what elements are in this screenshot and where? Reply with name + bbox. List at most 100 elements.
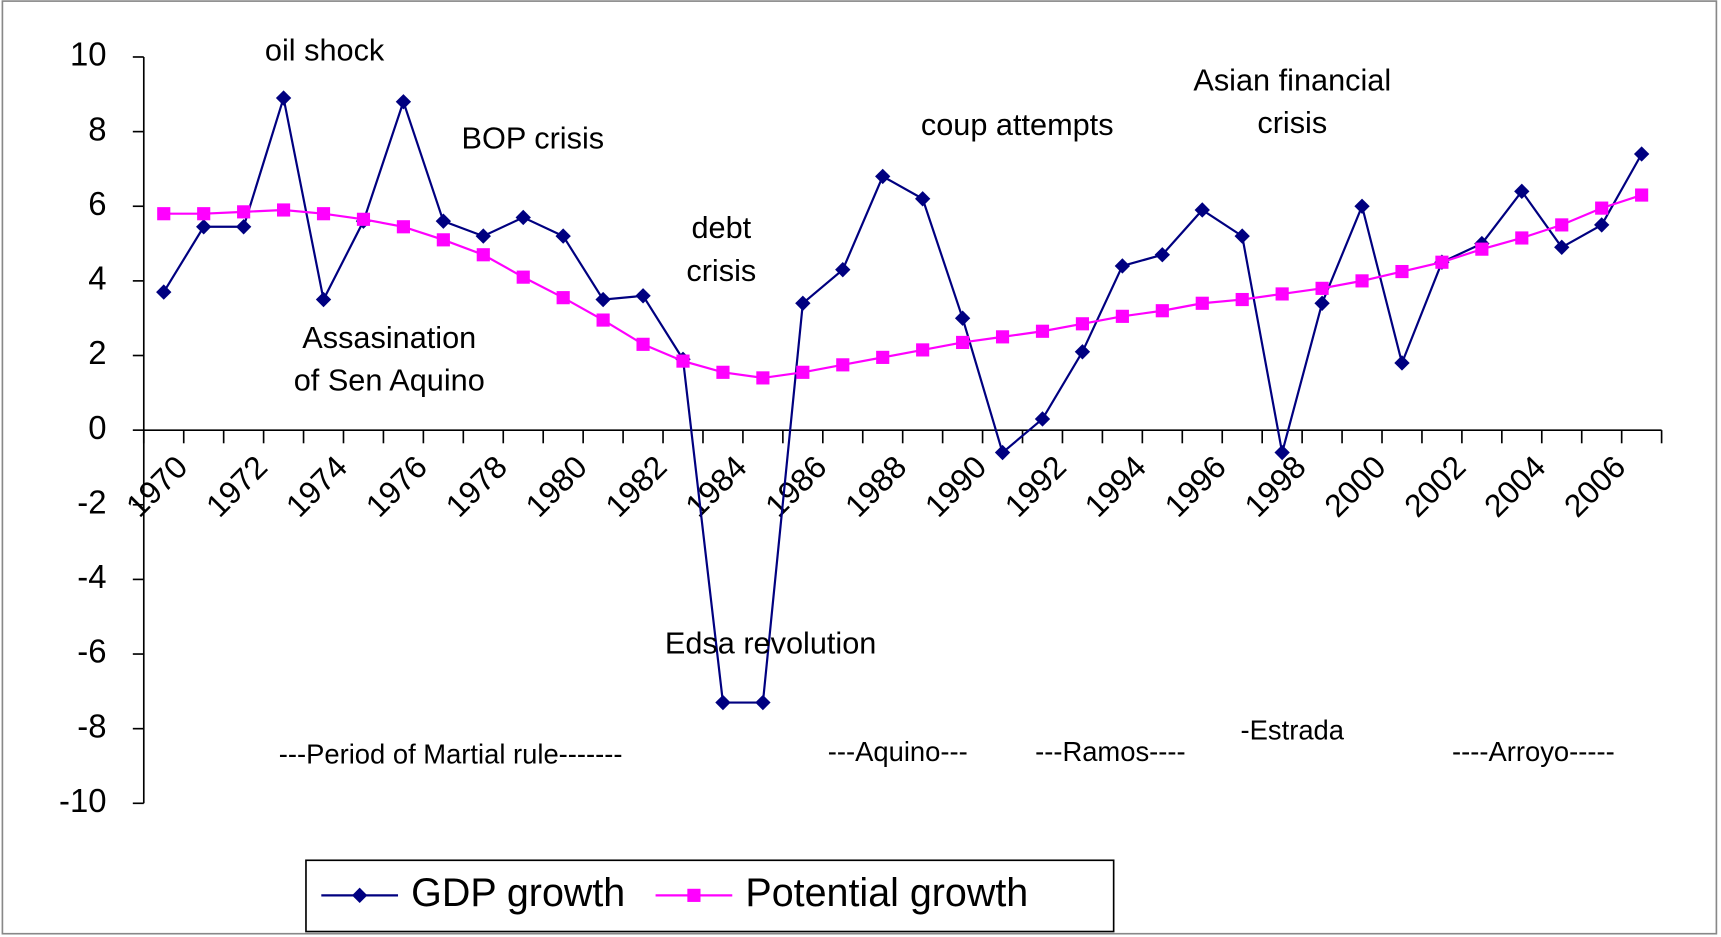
data-point [635, 288, 651, 304]
y-tick-label: -4 [77, 558, 106, 595]
y-tick-label: 0 [88, 409, 106, 446]
data-point [796, 365, 810, 379]
annotation: coup attempts [921, 107, 1114, 142]
annotation: crisis [686, 253, 756, 288]
data-point [596, 313, 610, 327]
data-point [756, 371, 770, 385]
data-point [914, 191, 931, 207]
legend-label: GDP growth [411, 871, 625, 915]
data-point [916, 343, 930, 357]
data-point [1515, 231, 1529, 245]
data-point [994, 444, 1011, 461]
data-point [1115, 309, 1129, 323]
y-tick-label: -8 [77, 707, 106, 744]
data-point [435, 213, 452, 229]
y-tick-label: -6 [77, 633, 106, 670]
annotation: ---Period of Martial rule------- [279, 738, 623, 769]
data-point [396, 220, 410, 234]
series-line [162, 97, 1643, 704]
data-point [1114, 258, 1131, 274]
annotation: ---Aquino--- [828, 736, 968, 767]
data-point [755, 694, 771, 711]
data-point [197, 207, 211, 221]
data-point [1235, 292, 1249, 307]
data-point [716, 365, 730, 379]
y-tick-label: -10 [59, 782, 107, 819]
legend-marker [687, 888, 701, 902]
data-point [1395, 264, 1409, 279]
data-point [1035, 324, 1050, 338]
data-point [956, 335, 970, 350]
data-point [1635, 188, 1649, 202]
y-tick-label: -2 [77, 483, 106, 520]
annotation: -Estrada [1241, 714, 1345, 745]
legend-marker [351, 887, 368, 904]
data-point [436, 233, 450, 247]
legend-label: Potential growth [745, 871, 1028, 915]
annotation: debt [691, 210, 751, 245]
data-point [476, 248, 490, 262]
data-point [1514, 183, 1530, 199]
data-point [277, 203, 291, 217]
data-point [556, 291, 570, 305]
series-line [163, 194, 1642, 380]
data-point [876, 350, 890, 364]
data-point [196, 219, 212, 235]
data-point [676, 354, 690, 368]
data-point [795, 295, 811, 311]
data-point [356, 212, 371, 226]
data-point [1075, 317, 1090, 331]
data-point [1034, 411, 1051, 427]
annotation: Assasination [302, 320, 476, 355]
y-tick-label: 6 [88, 185, 106, 222]
data-point [1354, 198, 1370, 214]
data-point [1633, 146, 1650, 162]
data-point [156, 284, 172, 300]
data-point [275, 90, 292, 106]
data-point [1074, 344, 1091, 360]
data-point [516, 270, 530, 284]
data-point [555, 228, 571, 244]
data-point [636, 337, 650, 351]
annotation: Edsa revolution [665, 626, 876, 661]
data-point [1475, 242, 1489, 256]
annotation: ---Ramos---- [1035, 736, 1186, 767]
annotation: ----Arroyo----- [1452, 736, 1615, 767]
data-point [395, 94, 412, 110]
data-point [515, 209, 531, 226]
annotation: crisis [1257, 105, 1327, 140]
data-point [237, 205, 251, 219]
data-point [1595, 201, 1609, 215]
data-point [1274, 444, 1290, 461]
data-point [1195, 296, 1209, 310]
data-point [157, 207, 171, 221]
data-point [1555, 218, 1569, 232]
data-point [715, 694, 731, 711]
data-point [1194, 202, 1210, 218]
data-point [1594, 217, 1610, 233]
data-point [1355, 274, 1369, 288]
y-tick-label: 8 [88, 110, 106, 147]
data-point [316, 207, 331, 221]
data-point [1155, 304, 1169, 318]
data-point [954, 310, 971, 326]
data-point [995, 330, 1010, 344]
y-tick-label: 4 [88, 260, 106, 297]
data-point [1315, 281, 1329, 295]
data-point [1275, 287, 1289, 301]
data-point [836, 358, 850, 372]
data-point [475, 228, 491, 244]
y-tick-label: 2 [88, 334, 106, 371]
annotation: oil shock [265, 33, 385, 68]
data-point [235, 219, 252, 235]
annotation: of Sen Aquino [294, 363, 485, 398]
data-point [1234, 228, 1250, 244]
y-tick-label: 10 [70, 36, 107, 73]
data-point [835, 262, 851, 278]
data-point [1154, 247, 1170, 263]
annotation: BOP crisis [462, 120, 605, 155]
data-point [1435, 255, 1449, 269]
annotation: Asian financial [1193, 62, 1391, 97]
